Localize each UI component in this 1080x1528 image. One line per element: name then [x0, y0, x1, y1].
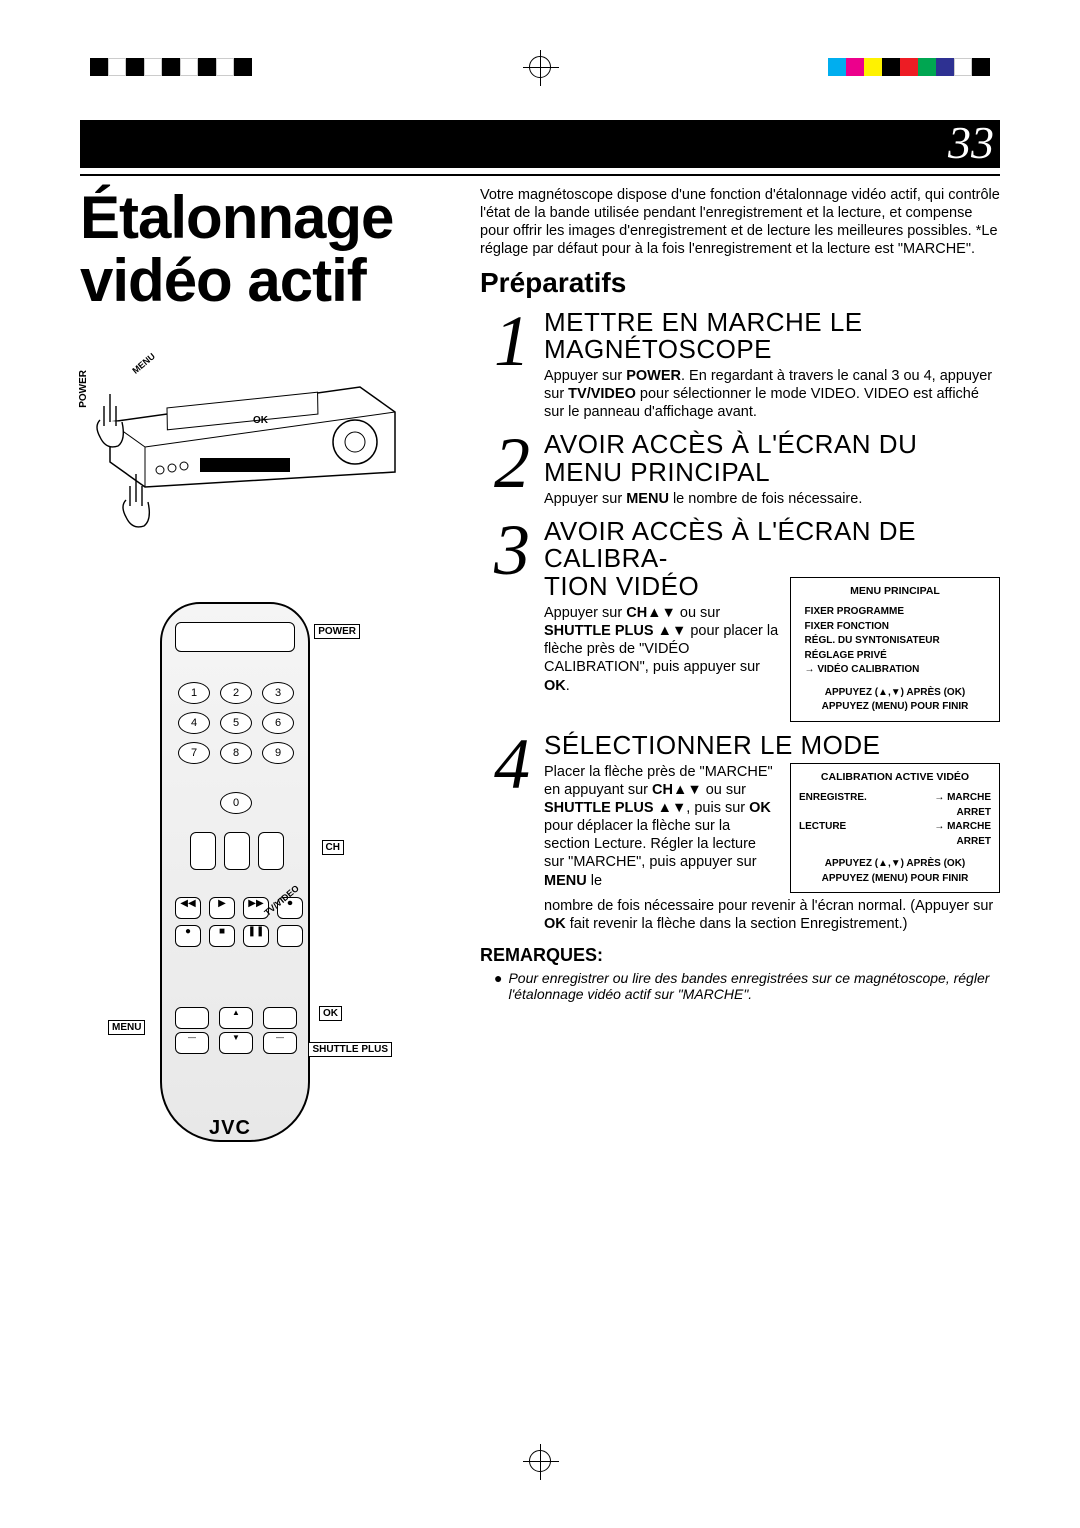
- remote-shuttle-label: SHUTTLE PLUS: [308, 1042, 392, 1057]
- remote-menu-label: MENU: [108, 1020, 145, 1035]
- registration-mark-bottom: [529, 1450, 551, 1472]
- remote-ok-label: OK: [319, 1006, 342, 1021]
- intro-text: Votre magnétoscope dispose d'une fonctio…: [480, 186, 1000, 259]
- step-title: AVOIR ACCÈS À L'ÉCRAN DE CALIBRA-: [544, 518, 1000, 573]
- step-2: 2AVOIR ACCÈS À L'ÉCRAN DU MENU PRINCIPAL…: [480, 431, 1000, 508]
- left-column: Étalonnage vidéo actif: [80, 186, 480, 1162]
- color-bars: [0, 58, 1080, 76]
- step-title: AVOIR ACCÈS À L'ÉCRAN DU MENU PRINCIPAL: [544, 431, 1000, 486]
- remarques-heading: REMARQUES:: [480, 945, 1000, 966]
- vcr-diagram: POWER MENU OK CH: [80, 352, 400, 532]
- step-title: METTRE EN MARCHE LE MAGNÉTOSCOPE: [544, 309, 1000, 364]
- step-4: 4SÉLECTIONNER LE MODE Placer la flèche pr…: [480, 732, 1000, 934]
- vcr-ok-label: OK: [250, 414, 271, 427]
- remote-diagram: 123 456 789 0 ◀◀▶▶▶⏺ ●■❚❚ ▲ —▼—: [120, 602, 420, 1162]
- step-1: 1METTRE EN MARCHE LE MAGNÉTOSCOPEAppuyer…: [480, 309, 1000, 422]
- page-title: Étalonnage vidéo actif: [80, 186, 460, 312]
- menu-box: CALIBRATION ACTIVE VIDÉOENREGISTRE.→ MAR…: [790, 763, 1000, 893]
- vcr-menu-label: MENU: [128, 349, 161, 379]
- step-text: Appuyer sur CH▲▼ ou sur SHUTTLE PLUS ▲▼ …: [544, 604, 780, 695]
- remote-ch-label: CH: [322, 840, 344, 855]
- remote-brand: JVC: [120, 1117, 340, 1140]
- step-number: 1: [480, 309, 544, 422]
- title-line-2: vidéo actif: [80, 247, 366, 314]
- step-number: 2: [480, 431, 544, 508]
- step-number: 3: [480, 518, 544, 721]
- remarque-item: Pour enregistrer ou lire des bandes enre…: [508, 970, 1000, 1002]
- step-3: 3AVOIR ACCÈS À L'ÉCRAN DE CALIBRA-TION V…: [480, 518, 1000, 721]
- vcr-power-label: POWER: [78, 370, 89, 408]
- remote-power-label: POWER: [314, 624, 360, 639]
- remarques-list: ●Pour enregistrer ou lire des bandes enr…: [480, 970, 1000, 1002]
- preparatifs-heading: Préparatifs: [480, 267, 1000, 299]
- right-column: Votre magnétoscope dispose d'une fonctio…: [480, 186, 1000, 1162]
- title-line-1: Étalonnage: [80, 184, 393, 251]
- page-number: 33: [80, 120, 1000, 168]
- step-text: Appuyer sur MENU le nombre de fois néces…: [544, 490, 1000, 508]
- top-rule: [80, 174, 1000, 176]
- step-title: SÉLECTIONNER LE MODE: [544, 732, 1000, 759]
- menu-box: MENU PRINCIPAL FIXER PROGRAMME FIXER FON…: [790, 577, 1000, 722]
- page-content: 33 Étalonnage vidéo actif: [80, 120, 1000, 1162]
- step-text: Appuyer sur POWER. En regardant à traver…: [544, 367, 1000, 421]
- step-text: Placer la flèche près de "MARCHE" en app…: [544, 763, 780, 890]
- step-number: 4: [480, 732, 544, 934]
